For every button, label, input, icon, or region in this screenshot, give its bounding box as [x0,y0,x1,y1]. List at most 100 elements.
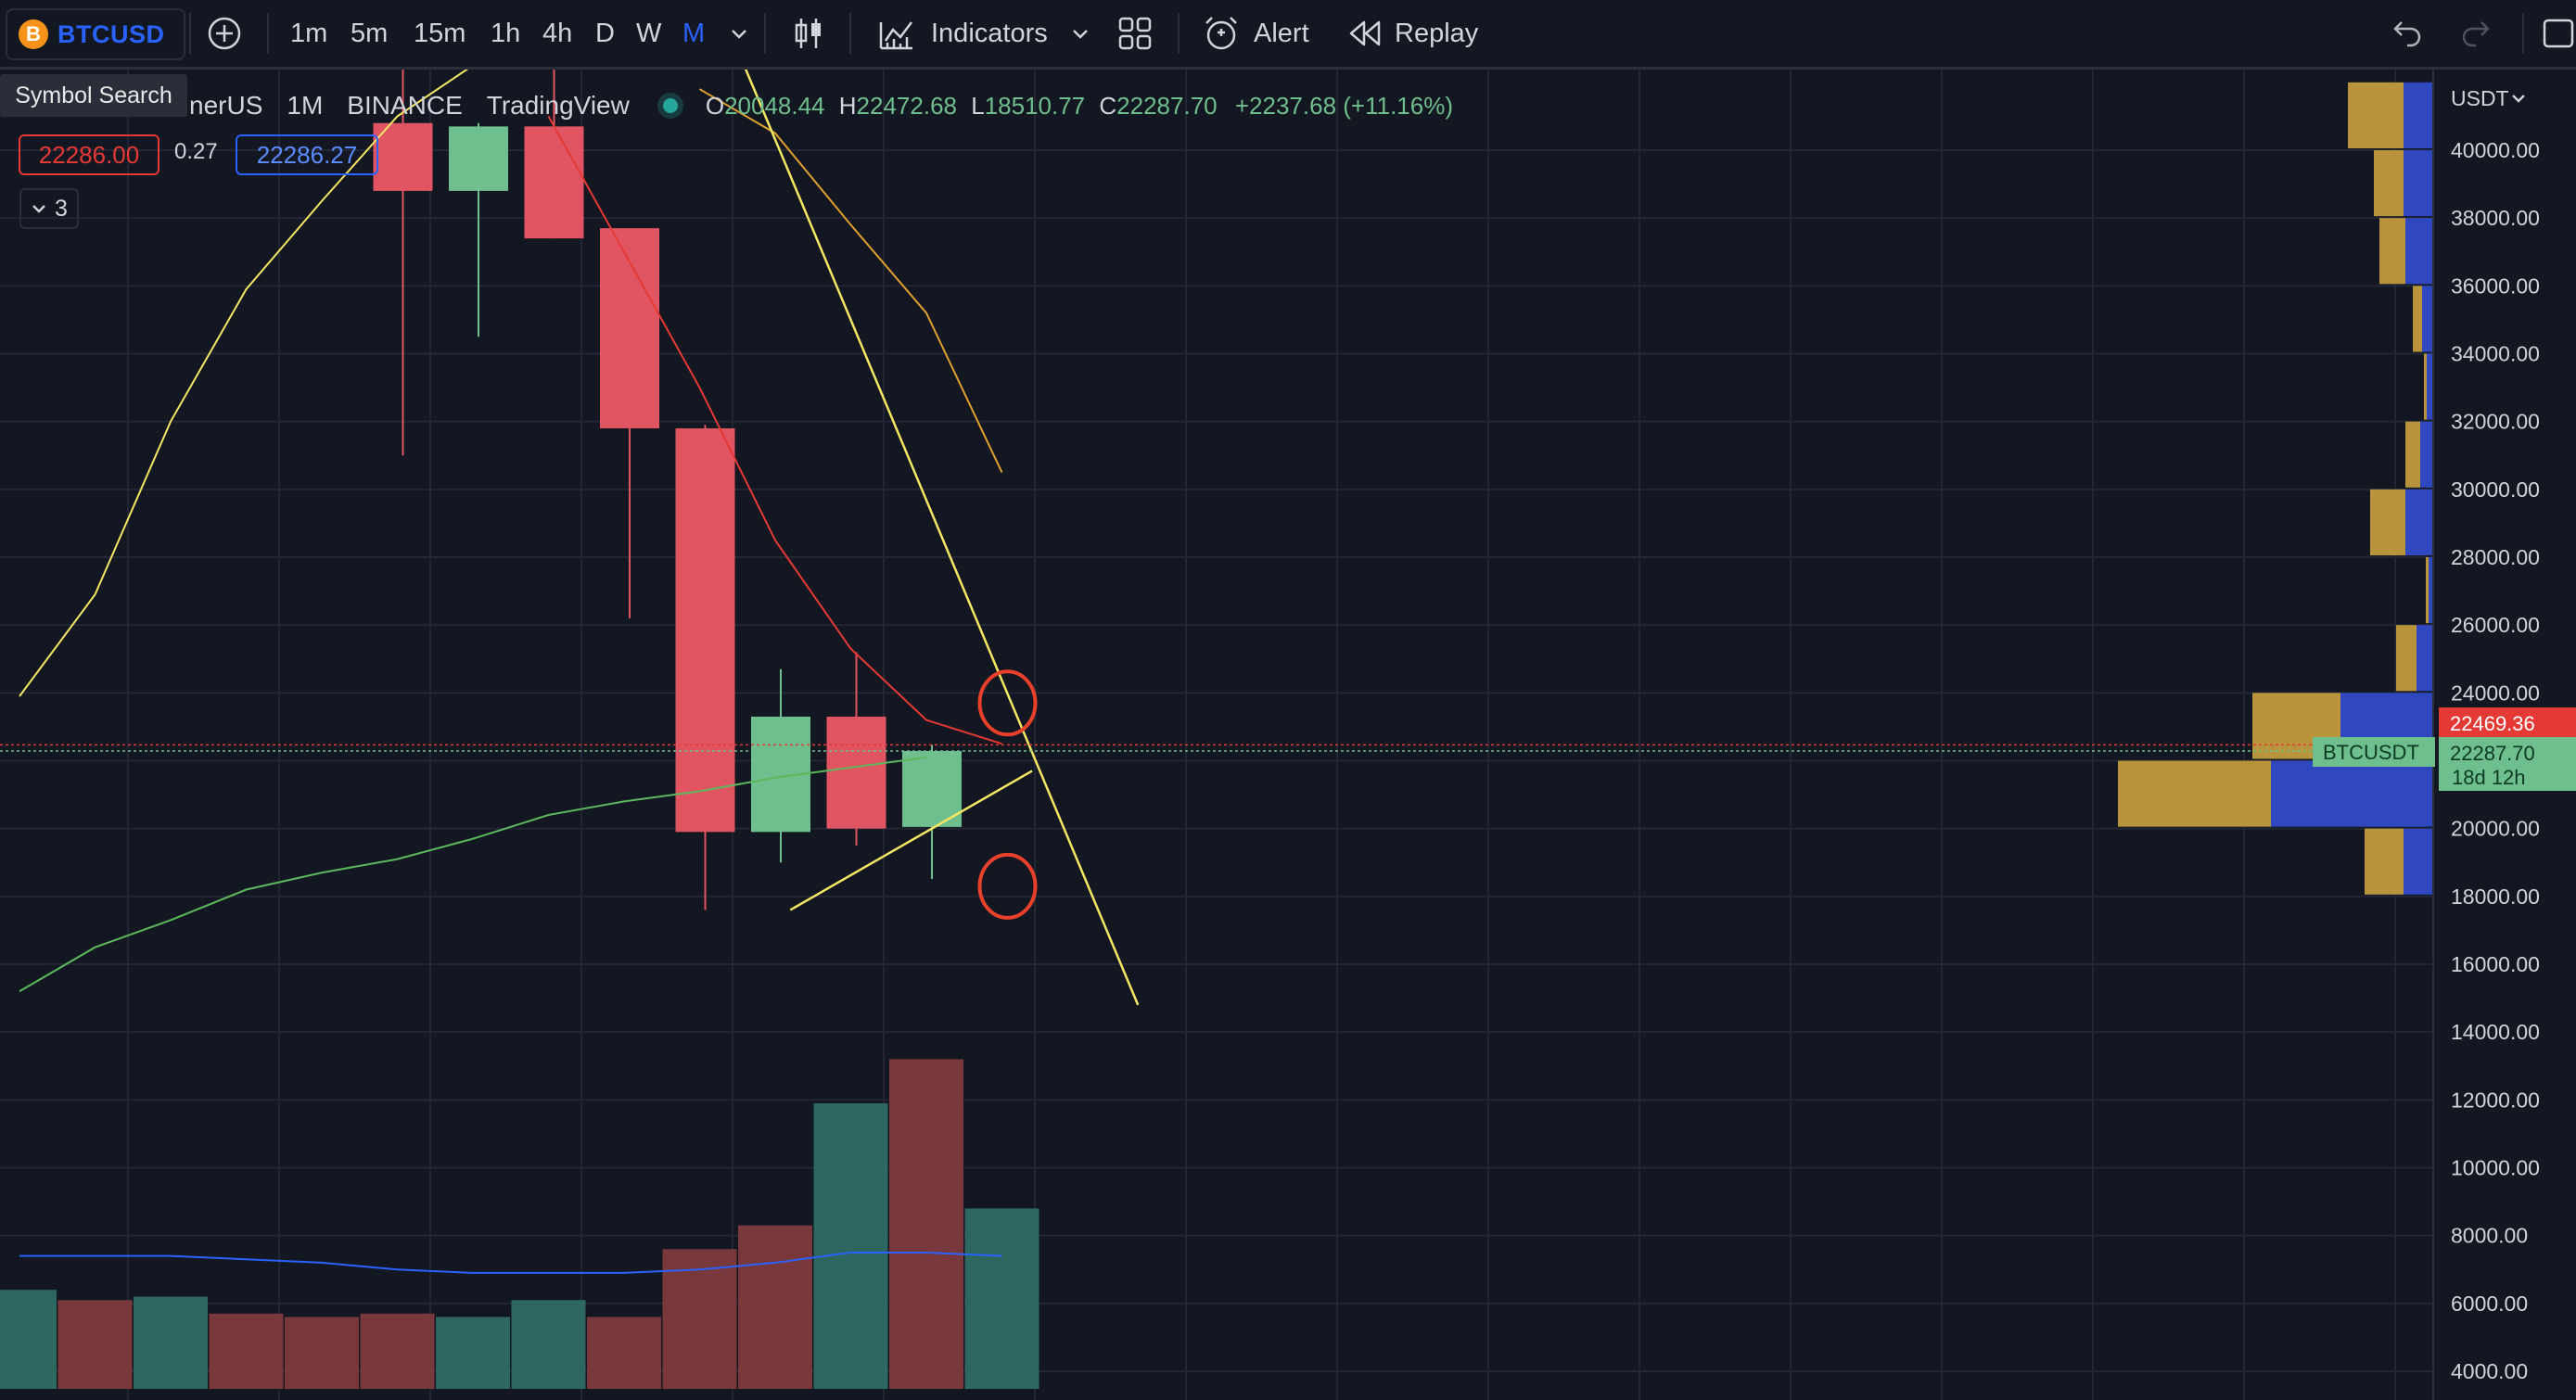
undo-icon [2393,21,2421,47]
low-value: 18510.77 [984,91,1086,120]
chevron-down-icon [32,205,45,213]
sell-price-button[interactable]: 22286.00 [19,134,159,175]
annotation-ellipse [977,669,1038,737]
ma-line-yellow [19,70,469,697]
indicators-collapse-button[interactable]: 3 [19,188,79,229]
price-tick-label: 16000.00 [2451,952,2540,976]
open-value: 20048.44 [724,91,825,120]
plus-circle-icon [208,17,241,50]
spread-value: 0.27 [174,139,218,164]
price-tick-label: 4000.00 [2451,1359,2528,1383]
interval-15m[interactable]: 15m [414,18,466,48]
indicators-count: 3 [55,195,68,222]
redo-icon [2462,21,2490,47]
currency-label[interactable]: USDT [2451,86,2509,110]
undo-button[interactable] [2391,0,2424,67]
price-tick-label: 8000.00 [2451,1224,2528,1248]
interval-4h[interactable]: 4h [542,18,573,48]
candle-body [373,122,433,191]
volume-profile-gold [2118,760,2271,827]
price-tick-label: 40000.00 [2451,138,2540,162]
symbol-price-tag: BTCUSDT [2313,737,2435,767]
volume-bar [0,1290,57,1389]
volume-profile-blue [2420,421,2433,488]
legend-symbol-name[interactable]: nerUS [189,91,263,120]
chevron-down-icon[interactable] [2512,95,2525,103]
interval-month[interactable]: M [682,18,706,48]
interval-1h[interactable]: 1h [491,18,521,48]
symbol-label: BTCUSD [57,19,165,48]
volume-profile-gold [2424,353,2427,420]
volume-profile-gold [2396,625,2417,692]
bid-line-price: 22469.36 [2450,712,2535,735]
candles [373,70,962,910]
last-price-tag: 22287.70 18d 12h [2439,737,2576,791]
volume-profile-gold [2370,489,2405,555]
volume-profile-blue [2404,828,2433,895]
volume-profile-gold [2413,286,2422,352]
bid-line-tag: 22469.36 [2439,707,2576,739]
volume-bar [134,1296,208,1389]
price-tick-label: 24000.00 [2451,681,2540,705]
alarm-clock-icon [1205,17,1237,50]
candle-body [449,126,508,191]
price-tick-label: 38000.00 [2451,206,2540,230]
market-status-icon[interactable] [662,98,678,113]
interval-day[interactable]: D [595,18,615,48]
volume-profile-gold [2405,421,2420,488]
replay-button[interactable]: Replay [1348,0,1478,67]
toolbar-divider [189,13,191,54]
volume-profile-gold [2374,150,2404,217]
annotations [977,669,1038,920]
moving-averages [19,70,1003,993]
buy-price-button[interactable]: 22286.27 [236,134,378,175]
rewind-icon [1349,20,1381,46]
volume-bar [285,1317,359,1389]
volume-profile [2118,82,2433,895]
indicators-button[interactable]: Indicators [877,0,1048,67]
volume-bar [360,1313,435,1389]
redo-button[interactable] [2459,0,2493,67]
close-prefix: C [1099,91,1117,120]
alert-button[interactable]: Alert [1202,0,1309,67]
candle-body [826,716,886,829]
volume-profile-blue [2404,150,2433,217]
price-tick-label: 20000.00 [2451,817,2540,841]
candle-body [675,427,735,833]
volume-bar [662,1249,737,1389]
annotation-ellipse [977,852,1038,920]
legend-source: TradingView [486,91,630,120]
price-chart[interactable]: 4000.00 6000.00 8000.00 10000.00 12000.00 140… [0,70,2576,1400]
volume-ma-line [19,1251,1002,1274]
trendlines [0,70,2433,1006]
last-price: 22287.70 [2450,742,2535,765]
alert-label: Alert [1254,18,1309,48]
legend-exchange: BINANCE [347,91,463,120]
fullscreen-button[interactable] [2539,0,2576,67]
indicator-templates-dropdown[interactable] [1070,0,1090,67]
volume-profile-blue [2405,489,2433,555]
volume-bar [738,1225,812,1389]
price-tick-label: 18000.00 [2451,885,2540,909]
interval-week[interactable]: W [636,18,662,48]
interval-5m[interactable]: 5m [351,18,389,48]
volume-profile-blue [2405,218,2433,285]
candlestick-icon [795,19,821,48]
candle-body [600,228,659,428]
close-value: 22287.70 [1116,91,1218,120]
price-tick-label: 34000.00 [2451,342,2540,366]
interval-1m[interactable]: 1m [290,18,328,48]
price-tick-label: 32000.00 [2451,410,2540,434]
add-symbol-button[interactable] [206,0,243,67]
chart-type-button[interactable] [790,0,827,67]
volume-profile-blue [2417,625,2433,692]
interval-dropdown[interactable] [729,0,749,67]
toolbar-divider [849,13,851,54]
symbol-selector[interactable]: B BTCUSD [6,8,185,60]
volume-profile-blue [2271,760,2433,827]
high-prefix: H [838,91,857,120]
grid-layout-icon [1118,17,1152,50]
volume-bar [57,1300,133,1389]
volume-bar [889,1059,963,1389]
layout-button[interactable] [1116,0,1154,67]
